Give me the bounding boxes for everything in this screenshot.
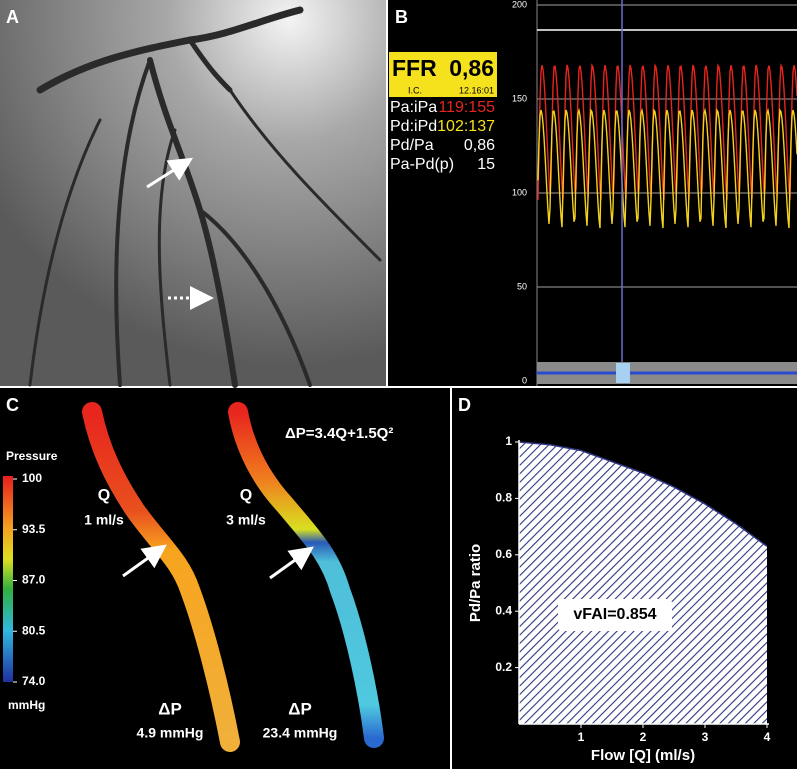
y-tick-label: 1 [505, 434, 512, 448]
arrow [269, 546, 314, 580]
panel-b: B FFR 0,86 I.C. 12.16:01 Pa:iPa 119:155Pd… [388, 0, 797, 386]
x-tick-label: 3 [702, 730, 709, 744]
y-tick-label: 0.6 [495, 547, 512, 561]
dp-value: 23.4 mmHg [263, 725, 338, 741]
legend-title: Pressure [6, 449, 58, 463]
ffr-box [389, 52, 497, 97]
colorbar-label: 87.0 [22, 573, 46, 587]
q-label: Q [240, 487, 252, 504]
colorbar-label: 74.0 [22, 674, 46, 688]
colorbar [3, 476, 13, 682]
vessel-model [82, 402, 240, 752]
ic: I.C. [408, 85, 422, 95]
time: 12.16:01 [459, 85, 494, 95]
annotation-box [558, 599, 672, 631]
area-fill [519, 442, 767, 724]
equation: ΔP=3.4Q+1.5Q² [285, 425, 393, 442]
x-tick-label: 2 [640, 730, 647, 744]
annotation: vFAI=0.854 [573, 606, 656, 623]
pressure-trace [537, 107, 797, 229]
y-tick-label: 50 [517, 281, 527, 291]
y-tick-label: 150 [512, 93, 527, 103]
dp-label: ΔP [158, 699, 182, 718]
panel-a: A [0, 0, 386, 388]
panel-c: C Pressure mmHg ΔP=3.4Q+1.5Q² Q 1 ml/s Q… [0, 388, 450, 769]
row-label: Pa:iPa [390, 99, 437, 116]
panel-label: A [6, 7, 19, 27]
panel-label: B [395, 7, 408, 27]
ffr-label: FFR [392, 55, 437, 81]
colorbar-label: 93.5 [22, 522, 46, 536]
legend-unit: mmHg [8, 698, 45, 712]
row-value: 102:137 [437, 118, 495, 135]
y-tick-label: 100 [512, 187, 527, 197]
row-value: 119:155 [438, 99, 495, 116]
arrow [146, 157, 194, 189]
y-tick-label: 200 [512, 0, 527, 9]
x-tick-label: 4 [764, 730, 771, 744]
row-label: Pd:iPd [390, 118, 437, 135]
panel-label: C [6, 395, 19, 415]
colorbar-label: 80.5 [22, 623, 46, 637]
ffr-value: 0,86 [449, 55, 494, 81]
dp-value: 4.9 mmHg [137, 725, 204, 741]
panel-label: D [458, 395, 471, 415]
scroll-thumb [616, 363, 630, 383]
row-label: Pd/Pa [390, 137, 434, 154]
row-value: 15 [477, 156, 495, 173]
panel-d: D Pd/Pa ratio Flow [Q] (ml/s) 0.2 0.4 0.6 0… [452, 388, 797, 769]
flow: 3 ml/s [226, 512, 266, 528]
y-axis-label: Pd/Pa ratio [467, 544, 484, 622]
q-label: Q [98, 487, 110, 504]
dp-label: ΔP [288, 699, 312, 718]
x-axis-label: Flow [Q] (ml/s) [591, 747, 695, 764]
flow: 1 ml/s [84, 512, 124, 528]
y-tick-label: 0 [522, 375, 527, 385]
colorbar-label: 100 [22, 471, 42, 485]
y-tick-label: 0.4 [495, 603, 512, 617]
x-tick-label: 1 [578, 730, 585, 744]
y-tick-label: 0.2 [495, 660, 512, 674]
vessel-model [228, 402, 384, 748]
y-tick-label: 0.8 [495, 491, 512, 505]
row-label: Pa-Pd(p) [390, 156, 454, 173]
area-edge [518, 441, 768, 547]
arrow [122, 544, 167, 578]
row-value: 0,86 [464, 137, 495, 154]
